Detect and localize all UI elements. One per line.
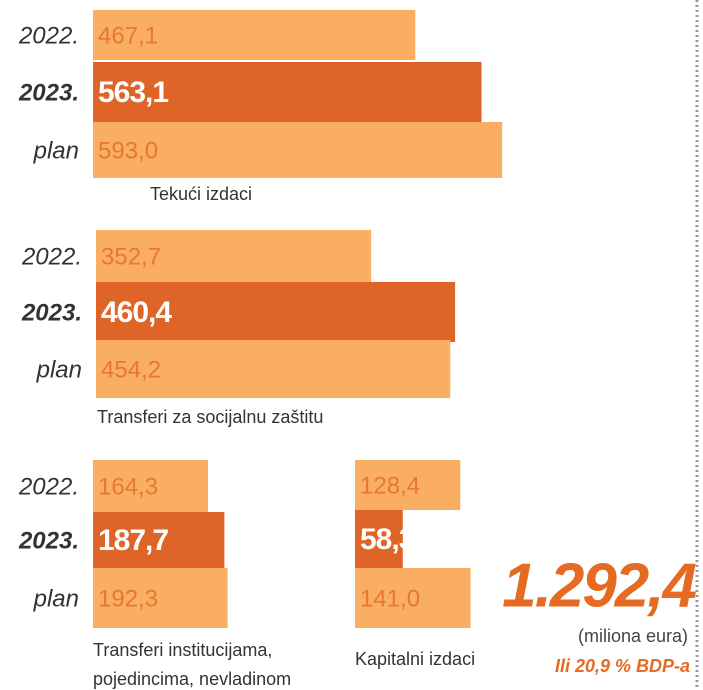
value-label: 593,0 [98, 137, 158, 164]
value-label: 563,1 [98, 76, 168, 109]
bar [93, 62, 482, 122]
category-label: 2023. [18, 527, 79, 554]
bar-group-title: Tekući izdaci [150, 184, 252, 204]
bar [355, 510, 403, 568]
category-label: plan [33, 137, 79, 164]
bar [96, 282, 456, 342]
bar [93, 10, 416, 60]
bar [96, 340, 451, 398]
category-label: 2022. [18, 22, 79, 49]
value-label: 58,3 [360, 523, 415, 556]
value-label: 460,4 [101, 296, 172, 329]
category-label: 2022. [18, 473, 79, 500]
bar [93, 460, 209, 512]
value-label: 192,3 [98, 585, 158, 612]
bar-group-title: Kapitalni izdaci [355, 649, 475, 669]
category-label: 2023. [18, 79, 79, 106]
value-label: 454,2 [101, 356, 161, 383]
category-label: plan [33, 585, 79, 612]
bar [93, 512, 225, 568]
bar [96, 230, 372, 282]
note: Ili 20,9 % BDP-a [555, 656, 690, 676]
bar [355, 568, 471, 628]
value-label: 187,7 [98, 524, 168, 557]
bar-group-title: Transferi institucijama, [93, 640, 272, 660]
bar-group-title: pojedincima, nevladinom [93, 669, 291, 689]
category-label: plan [36, 356, 82, 383]
value-label: 164,3 [98, 473, 158, 500]
total: 1.292,4 [502, 551, 696, 620]
category-label: 2022. [21, 243, 82, 270]
value-label: 467,1 [98, 22, 158, 49]
value-label: 141,0 [360, 585, 420, 612]
bar [93, 568, 228, 628]
value-label: 128,4 [360, 472, 420, 499]
bar-group-title: Transferi za socijalnu zaštitu [97, 407, 323, 427]
value-label: 352,7 [101, 243, 161, 270]
unit: (miliona eura) [578, 626, 688, 646]
category-label: 2023. [21, 299, 82, 326]
bar [355, 460, 461, 510]
bar [93, 122, 503, 178]
